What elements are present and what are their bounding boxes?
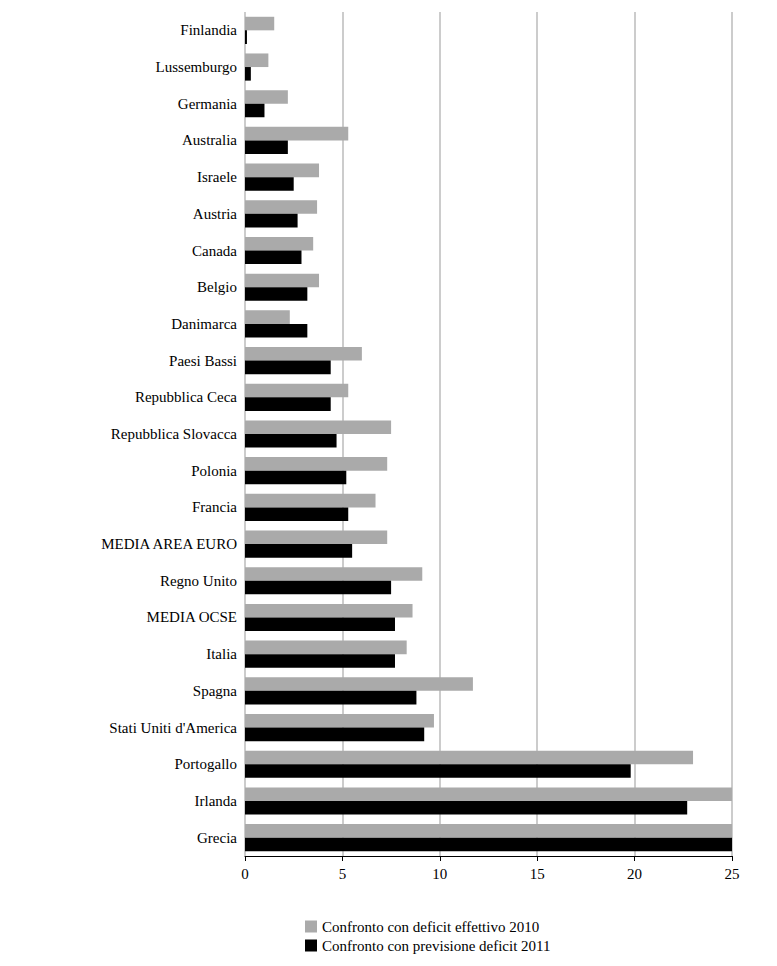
svg-text:Grecia: Grecia (197, 830, 237, 846)
svg-text:Repubblica Ceca: Repubblica Ceca (135, 389, 237, 405)
svg-text:20: 20 (627, 866, 642, 882)
svg-text:0: 0 (241, 866, 249, 882)
svg-text:Confronto con previsione defic: Confronto con previsione deficit 2011 (322, 938, 551, 954)
svg-text:Belgio: Belgio (197, 279, 237, 295)
svg-text:MEDIA AREA EURO: MEDIA AREA EURO (101, 536, 237, 552)
svg-text:5: 5 (339, 866, 347, 882)
svg-text:Portogallo: Portogallo (175, 756, 238, 772)
svg-text:Confronto con deficit effettiv: Confronto con deficit effettivo 2010 (322, 919, 539, 935)
svg-text:15: 15 (530, 866, 545, 882)
svg-text:Repubblica Slovacca: Repubblica Slovacca (111, 426, 238, 442)
svg-text:10: 10 (432, 866, 447, 882)
svg-text:Francia: Francia (192, 499, 237, 515)
svg-text:Danimarca: Danimarca (171, 316, 237, 332)
svg-text:Irlanda: Irlanda (195, 793, 238, 809)
svg-text:Spagna: Spagna (193, 683, 238, 699)
svg-text:Paesi Bassi: Paesi Bassi (169, 353, 237, 369)
svg-text:25: 25 (725, 866, 740, 882)
svg-text:Italia: Italia (206, 646, 237, 662)
svg-text:Stati Uniti d'America: Stati Uniti d'America (109, 720, 237, 736)
svg-text:MEDIA OCSE: MEDIA OCSE (147, 609, 237, 625)
svg-text:Germania: Germania (178, 96, 237, 112)
svg-text:Australia: Australia (182, 132, 237, 148)
svg-text:Israele: Israele (197, 169, 237, 185)
svg-text:Austria: Austria (193, 206, 238, 222)
svg-text:Polonia: Polonia (191, 463, 237, 479)
svg-text:Lussemburgo: Lussemburgo (156, 59, 237, 75)
svg-text:Regno Unito: Regno Unito (160, 573, 237, 589)
svg-text:Finlandia: Finlandia (180, 22, 237, 38)
svg-text:Canada: Canada (192, 243, 237, 259)
